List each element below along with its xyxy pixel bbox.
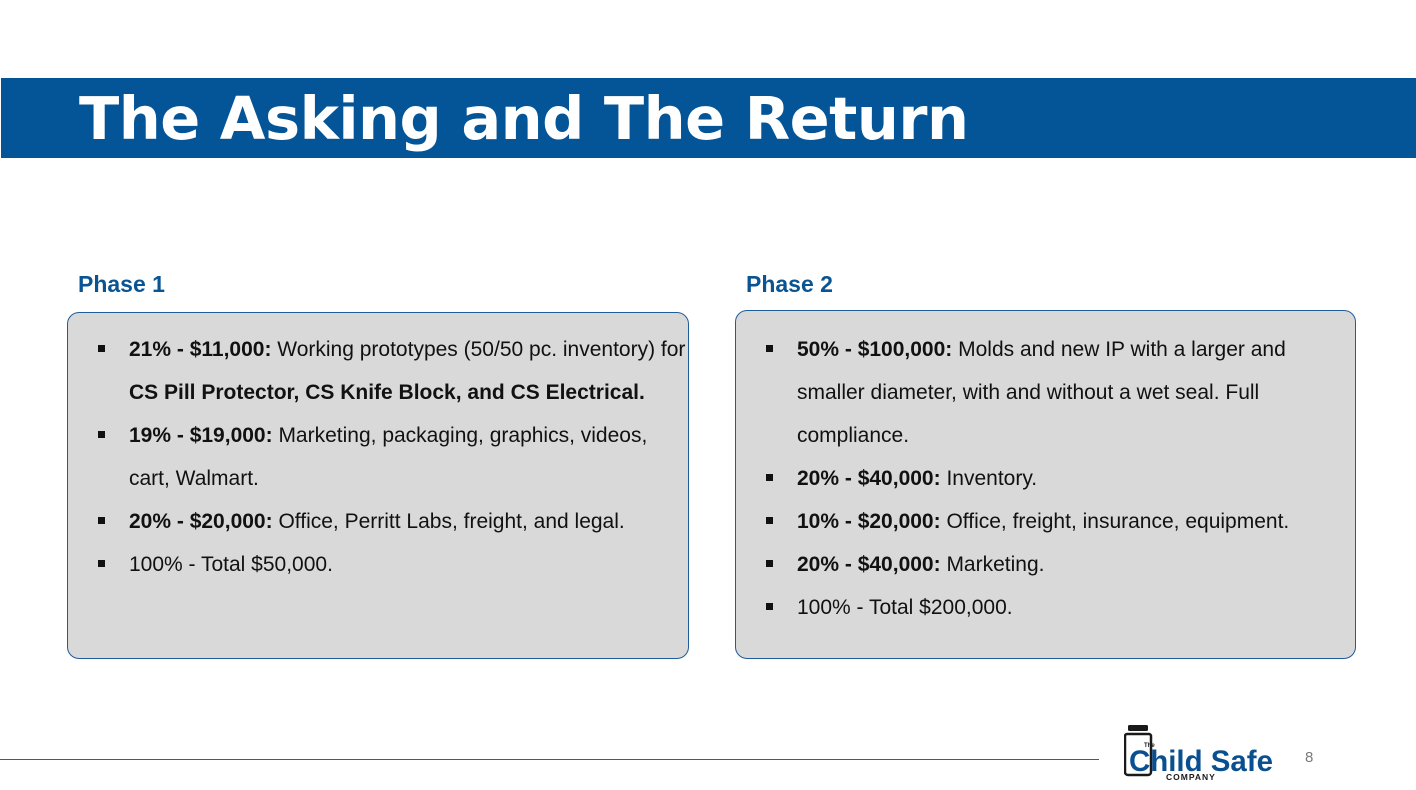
- logo-the: The: [1144, 743, 1155, 749]
- child-safe-company-logo: The Child Safe COMPANY: [1124, 725, 1273, 782]
- title-bar: The Asking and The Return: [1, 78, 1416, 158]
- item-text: Marketing.: [940, 553, 1045, 576]
- bullet-icon: [766, 345, 773, 352]
- logo-company: COMPANY: [1166, 772, 1216, 782]
- list-item: 10% - $20,000: Office, freight, insuranc…: [736, 500, 1355, 543]
- list-item: 50% - $100,000: Molds and new IP with a …: [736, 328, 1355, 457]
- item-amount: 10% - $20,000:: [797, 510, 941, 533]
- item-text: Office, Perritt Labs, freight, and legal…: [272, 510, 625, 533]
- item-text: Molds and new IP with a larger and small…: [797, 338, 1286, 447]
- phase-1-list: 21% - $11,000: Working prototypes (50/50…: [68, 328, 688, 586]
- phase-2-box: 50% - $100,000: Molds and new IP with a …: [735, 310, 1356, 659]
- item-products: CS Pill Protector, CS Knife Block, and C…: [129, 381, 645, 404]
- bullet-icon: [766, 560, 773, 567]
- item-amount: 21% - $11,000:: [129, 338, 272, 361]
- phase-2-list: 50% - $100,000: Molds and new IP with a …: [736, 328, 1355, 629]
- slide-title: The Asking and The Return: [79, 84, 969, 153]
- list-item: 20% - $20,000: Office, Perritt Labs, fre…: [68, 500, 688, 543]
- phase-1-box: 21% - $11,000: Working prototypes (50/50…: [67, 312, 689, 659]
- list-item: 20% - $40,000: Marketing.: [736, 543, 1355, 586]
- logo-wordmark: Child Safe: [1129, 745, 1273, 778]
- phase-2-heading: Phase 2: [746, 271, 833, 297]
- bullet-icon: [98, 431, 105, 438]
- bullet-icon: [98, 517, 105, 524]
- page-number: 8: [1305, 749, 1314, 766]
- bullet-icon: [766, 517, 773, 524]
- item-amount: 20% - $40,000:: [797, 553, 941, 576]
- bottle-cap-icon: [1128, 725, 1148, 731]
- bottle-icon: [1124, 732, 1153, 777]
- footer-divider: [0, 759, 1099, 760]
- bullet-icon: [766, 474, 773, 481]
- item-total: 100% - Total $200,000.: [797, 596, 1013, 619]
- phase-1-heading: Phase 1: [78, 271, 165, 297]
- item-amount: 50% - $100,000:: [797, 338, 953, 361]
- item-text: Working prototypes (50/50 pc. inventory)…: [271, 338, 686, 361]
- item-text: Office, freight, insurance, equipment.: [940, 510, 1290, 533]
- bullet-icon: [98, 560, 105, 567]
- item-text: Inventory.: [940, 467, 1038, 490]
- list-item: 20% - $40,000: Inventory.: [736, 457, 1355, 500]
- list-item: 100% - Total $50,000.: [68, 543, 688, 586]
- list-item: 100% - Total $200,000.: [736, 586, 1355, 629]
- item-amount: 19% - $19,000:: [129, 424, 273, 447]
- list-item: 21% - $11,000: Working prototypes (50/50…: [68, 328, 688, 414]
- item-text: Marketing, packaging, graphics, videos, …: [129, 424, 648, 490]
- list-item: 19% - $19,000: Marketing, packaging, gra…: [68, 414, 688, 500]
- bullet-icon: [766, 603, 773, 610]
- item-total: 100% - Total $50,000.: [129, 553, 333, 576]
- bullet-icon: [98, 345, 105, 352]
- item-amount: 20% - $40,000:: [797, 467, 941, 490]
- item-amount: 20% - $20,000:: [129, 510, 273, 533]
